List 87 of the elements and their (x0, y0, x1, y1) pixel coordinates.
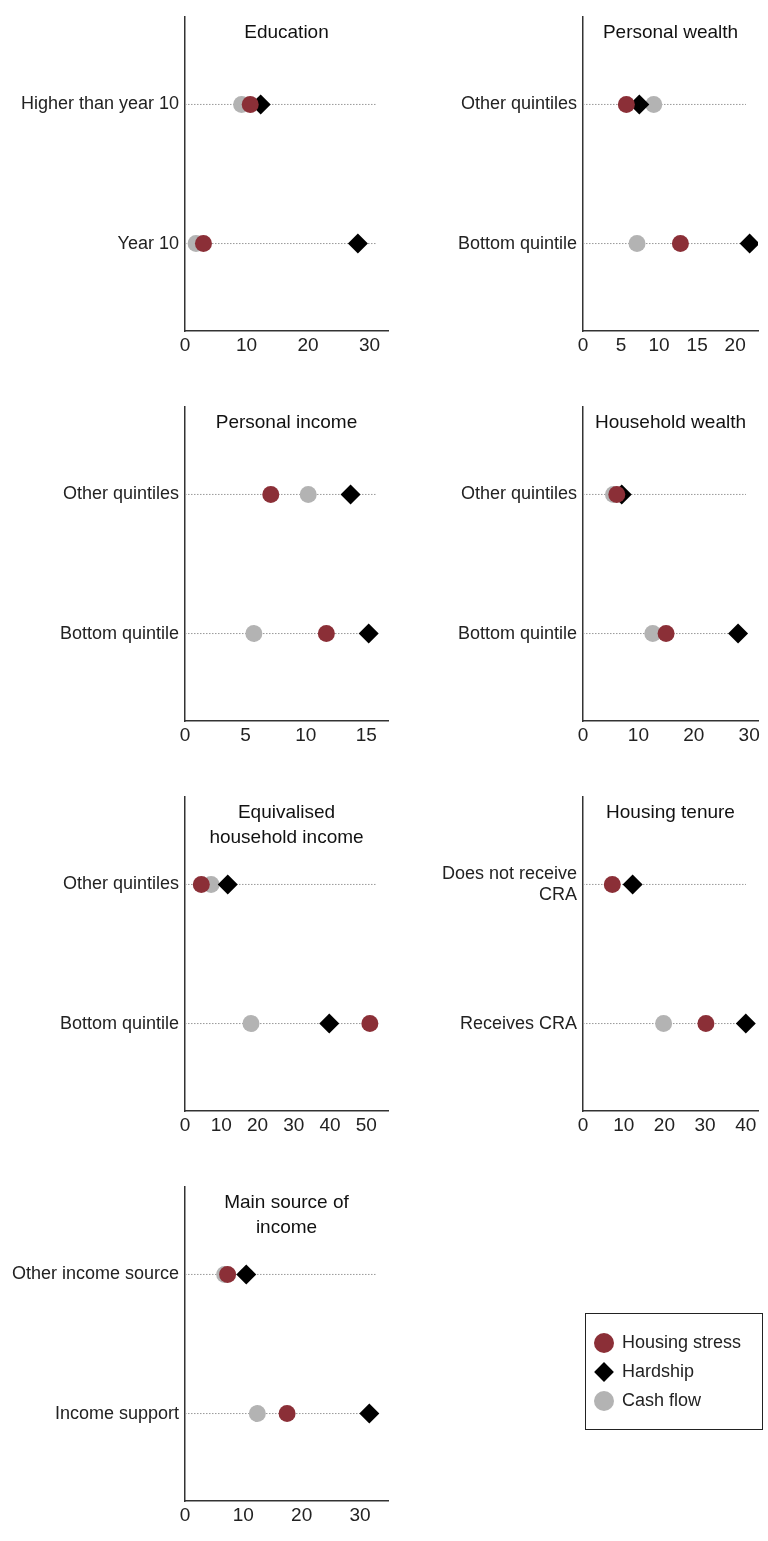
point (262, 485, 280, 503)
point (347, 233, 368, 254)
point (359, 1403, 380, 1424)
point (645, 95, 663, 113)
x-tick-label: 10 (232, 1503, 254, 1525)
y-tick-label: Other income source (11, 1263, 179, 1284)
legend-label: Hardship (622, 1361, 695, 1382)
x-tick-label: 30 (349, 1503, 371, 1525)
y-tick-label: Other quintiles (460, 93, 577, 114)
point (241, 95, 259, 113)
x-tick-label: 0 (577, 1113, 589, 1135)
point (242, 1015, 260, 1033)
x-tick-label: 10 (627, 723, 649, 745)
y-tick-label: Bottom quintile (59, 622, 179, 643)
x-tick-label: 30 (358, 333, 381, 355)
point (194, 235, 212, 253)
x-tick-label: 10 (235, 333, 258, 355)
x-tick-label: 30 (738, 723, 760, 745)
point (192, 875, 210, 893)
point (628, 235, 646, 253)
point (603, 875, 621, 893)
x-tick-label: 0 (179, 723, 191, 745)
x-tick-label: 50 (355, 1113, 377, 1135)
point (358, 623, 379, 644)
point (248, 1405, 266, 1423)
point (317, 625, 335, 643)
point (319, 1013, 340, 1034)
x-tick-label: 10 (613, 1113, 635, 1135)
point (617, 95, 635, 113)
text: Main source of income (224, 1190, 350, 1237)
legend-label: Housing stress (622, 1332, 742, 1353)
y-tick-label: Other quintiles (62, 873, 179, 894)
x-tick-label: 0 (577, 723, 589, 745)
point (278, 1405, 296, 1423)
point (622, 874, 643, 895)
chart-title: Household wealth (594, 410, 747, 432)
x-tick-label: 20 (291, 1503, 313, 1525)
x-tick-label: 10 (210, 1113, 232, 1135)
point (340, 484, 361, 505)
y-tick-label: Does not receive CRA (441, 862, 577, 905)
point (236, 1264, 257, 1285)
y-tick-label: Other quintiles (62, 483, 179, 504)
x-tick-label: 5 (615, 333, 627, 355)
x-tick-label: 0 (577, 333, 589, 355)
chart-title: Personal wealth (602, 20, 739, 42)
point (299, 485, 317, 503)
y-tick-label: Income support (54, 1402, 179, 1423)
point (217, 874, 238, 895)
point (739, 233, 758, 254)
x-tick-label: 30 (694, 1113, 716, 1135)
y-tick-label: Other quintiles (460, 483, 577, 504)
point (735, 1013, 756, 1034)
x-tick-label: 15 (686, 333, 708, 355)
x-tick-label: 20 (683, 723, 705, 745)
x-tick-label: 15 (355, 723, 377, 745)
chart-title: Personal income (215, 410, 358, 432)
x-tick-label: 20 (297, 333, 319, 355)
y-tick-label: Receives CRA (459, 1012, 577, 1033)
chart-title: Education (244, 20, 329, 42)
y-tick-label: Bottom quintile (457, 622, 577, 643)
point (697, 1015, 715, 1033)
x-tick-label: 10 (648, 333, 670, 355)
x-tick-label: 20 (724, 333, 746, 355)
y-tick-label: Bottom quintile (457, 232, 577, 253)
x-tick-label: 30 (283, 1113, 305, 1135)
point (671, 235, 689, 253)
point (728, 623, 749, 644)
x-tick-label: 5 (240, 723, 251, 745)
x-tick-label: 10 (295, 723, 317, 745)
point (655, 1015, 673, 1033)
legend-label: Cash flow (622, 1390, 702, 1411)
point (657, 625, 675, 643)
point (608, 485, 626, 503)
y-tick-label: Year 10 (117, 232, 179, 253)
text: Equivalised household income (209, 800, 364, 847)
y-tick-label: Bottom quintile (59, 1012, 179, 1033)
x-tick-label: 0 (179, 1503, 191, 1525)
chart-title: Housing tenure (606, 800, 735, 822)
y-tick-label: Higher than year 10 (20, 93, 179, 114)
point (245, 625, 263, 643)
point (361, 1015, 379, 1033)
x-tick-label: 40 (735, 1113, 757, 1135)
x-tick-label: 0 (179, 333, 191, 355)
x-tick-label: 20 (246, 1113, 269, 1135)
x-tick-label: 40 (319, 1113, 341, 1135)
x-tick-label: 20 (653, 1113, 675, 1135)
x-tick-label: 0 (179, 1113, 191, 1135)
